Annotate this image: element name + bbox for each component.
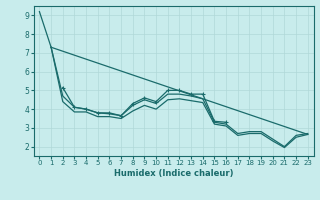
X-axis label: Humidex (Indice chaleur): Humidex (Indice chaleur) bbox=[114, 169, 233, 178]
